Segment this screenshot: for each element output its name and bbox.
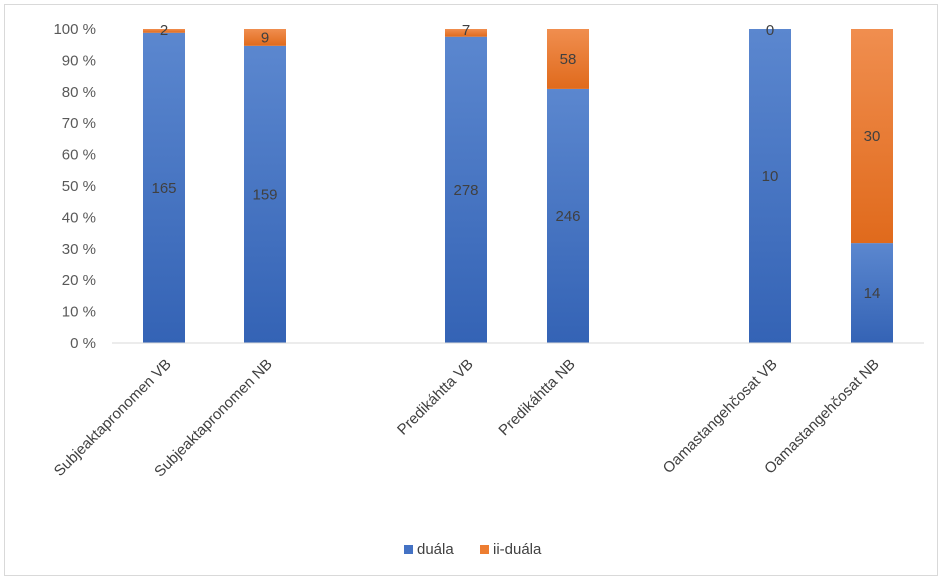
legend-label: duála xyxy=(417,541,454,558)
category-label: Subjeaktapronomen VB xyxy=(51,356,175,480)
data-label: 9 xyxy=(261,29,269,46)
bar-segment-duala xyxy=(445,36,487,343)
bar-segment-ii-duala xyxy=(244,29,286,46)
bar-segment-duala xyxy=(749,29,791,343)
data-label: 278 xyxy=(453,182,478,199)
bar-segment-ii-duala xyxy=(547,29,589,89)
data-label: 159 xyxy=(252,186,277,203)
bar-segment-duala xyxy=(851,243,893,343)
data-label: 7 xyxy=(462,22,470,39)
data-label: 14 xyxy=(864,285,881,302)
bar-segment-duala xyxy=(244,45,286,343)
data-label: 30 xyxy=(864,128,881,145)
bar-segment-ii-duala xyxy=(851,29,893,244)
data-label: 58 xyxy=(560,51,577,68)
legend-swatch xyxy=(404,545,413,554)
data-label: 2 xyxy=(160,22,168,39)
legend-swatch xyxy=(480,545,489,554)
bar-segment-duala xyxy=(143,32,185,344)
category-label: Oamastangehčosat VB xyxy=(660,356,781,477)
y-tick-label: 20 % xyxy=(62,272,96,289)
y-tick-label: 70 % xyxy=(62,115,96,132)
category-label: Predikáhtta NB xyxy=(495,356,578,439)
y-axis: 0 % 10 % 20 % 30 % 40 % 50 % 60 % 70 % 80 % 90 % 1… xyxy=(53,21,96,352)
category-label: Oamastangehčosat NB xyxy=(761,356,883,478)
y-tick-label: 50 % xyxy=(62,178,96,195)
y-tick-label: 100 % xyxy=(53,21,96,38)
bar-segment-ii-duala xyxy=(143,29,185,33)
y-tick-label: 40 % xyxy=(62,209,96,226)
y-tick-label: 80 % xyxy=(62,84,96,101)
y-tick-label: 30 % xyxy=(62,241,96,258)
legend-label: ii-duála xyxy=(493,541,542,558)
category-label: Predikáhtta VB xyxy=(394,356,477,439)
bars: 165 2 159 9 278 7 246 58 10 0 14 30 xyxy=(143,22,893,344)
data-label: 165 xyxy=(151,180,176,197)
y-tick-label: 60 % xyxy=(62,147,96,164)
y-tick-label: 90 % xyxy=(62,52,96,69)
data-label: 0 xyxy=(766,22,774,39)
data-label: 10 xyxy=(762,168,779,185)
y-tick-label: 10 % xyxy=(62,304,96,321)
bar-segment-duala xyxy=(547,88,589,343)
legend: duála ii-duála xyxy=(404,541,542,558)
data-label: 246 xyxy=(555,208,580,225)
category-label: Subjeaktapronomen NB xyxy=(151,356,276,481)
bar-segment-ii-duala xyxy=(445,29,487,37)
y-tick-label: 0 % xyxy=(70,335,96,352)
